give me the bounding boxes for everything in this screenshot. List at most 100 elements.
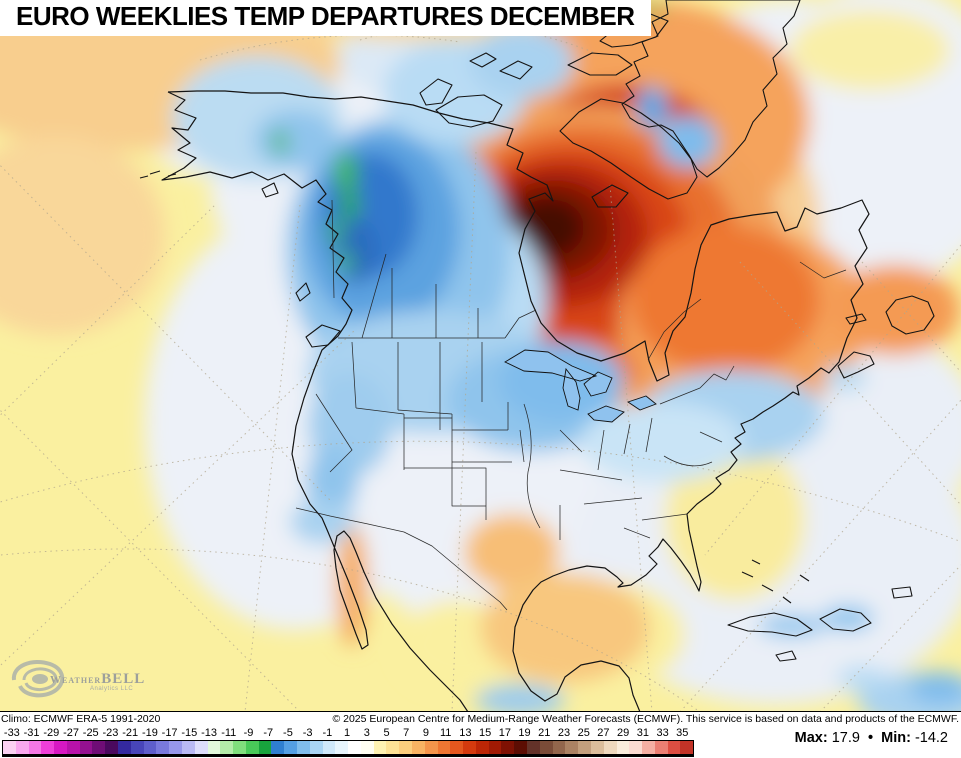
colorbar-cell xyxy=(207,741,221,754)
colorbar-tick-label: -27 xyxy=(63,727,79,739)
colorbar-cell xyxy=(488,741,502,754)
colorbar-tick-label: 31 xyxy=(636,727,649,739)
separator-dot: • xyxy=(868,730,874,746)
colorbar-tick-label: -31 xyxy=(23,727,40,739)
colorbar-cell xyxy=(181,741,195,754)
colorbar-tick-label: -25 xyxy=(82,727,99,739)
colorbar-cell xyxy=(501,741,515,754)
colorbar-cell xyxy=(271,741,285,754)
logo-bell-text: BELL xyxy=(101,671,146,687)
climo-text: Climo: ECMWF ERA-5 1991-2020 xyxy=(1,713,161,725)
colorbar xyxy=(2,740,694,757)
colorbar-tick-label: 13 xyxy=(459,727,472,739)
colorbar-cell xyxy=(284,741,297,754)
colorbar-cell xyxy=(79,741,93,754)
colorbar-cell xyxy=(28,741,42,754)
colorbar-cell xyxy=(552,741,566,754)
legend-area: -33 -31 -29 -27 -25 -23 -21 -19 -17 -15 -13 -11 -9 -7… xyxy=(0,726,961,758)
colorbar-cell xyxy=(15,741,29,754)
colorbar-cell xyxy=(603,741,617,754)
colorbar-tick-label: 27 xyxy=(597,727,610,739)
hurricane-swirl-icon xyxy=(11,660,65,698)
north-america-anomaly-map xyxy=(0,0,961,712)
colorbar-tick-label: 11 xyxy=(439,727,452,739)
colorbar-cell xyxy=(233,741,246,754)
colorbar-cell xyxy=(322,741,336,754)
colorbar-cell xyxy=(3,741,16,754)
political-borders xyxy=(295,199,847,611)
colorbar-cell xyxy=(66,741,80,754)
colorbar-cell xyxy=(437,741,451,754)
colorbar-cell xyxy=(539,741,553,754)
map-canvas xyxy=(0,0,961,712)
page-title: EURO WEEKLIES TEMP DEPARTURES DECEMBER xyxy=(16,1,635,31)
colorbar-tick-label: -17 xyxy=(161,727,178,739)
colorbar-cell xyxy=(41,741,55,754)
colorbar-cell xyxy=(629,741,643,754)
colorbar-tick-label: 7 xyxy=(403,727,410,739)
colorbar-cell xyxy=(590,741,604,754)
colorbar-cell xyxy=(296,741,310,754)
colorbar-cell xyxy=(54,741,67,754)
colorbar-tick-label: 17 xyxy=(498,727,511,739)
colorbar-tick-label: -13 xyxy=(201,727,217,739)
colorbar-cell xyxy=(680,741,694,754)
max-value: 17.9 xyxy=(831,730,860,746)
colorbar-cell xyxy=(360,741,374,754)
colorbar-cell xyxy=(616,741,630,754)
weatherbell-logo: WeatherBELL Analytics LLC xyxy=(6,652,144,706)
great-lakes xyxy=(504,349,657,423)
colorbar-cell xyxy=(450,741,464,754)
max-min-readout: Max: 17.9 • Min: -14.2 xyxy=(795,730,948,746)
colorbar-cell xyxy=(514,741,528,754)
logo-weather-text: Weather xyxy=(50,674,102,686)
colorbar-tick-label: 19 xyxy=(518,727,531,739)
colorbar-cell xyxy=(642,741,655,754)
colorbar-tick-label: 25 xyxy=(577,727,590,739)
colorbar-cell xyxy=(105,741,119,754)
colorbar-tick-label: 1 xyxy=(344,727,351,739)
colorbar-cell xyxy=(194,741,208,754)
colorbar-cell xyxy=(118,741,131,754)
colorbar-tick-label: 35 xyxy=(676,727,689,739)
min-label: Min: xyxy=(881,730,911,746)
colorbar-tick-label: -11 xyxy=(221,727,237,739)
colorbar-tick-label: -9 xyxy=(243,727,254,739)
colorbar-cell xyxy=(412,741,425,754)
colorbar-cell xyxy=(565,741,579,754)
map-bottom-rule xyxy=(0,711,961,712)
colorbar-tick-label: 33 xyxy=(656,727,669,739)
colorbar-tick-label: 3 xyxy=(363,727,370,739)
colorbar-cell xyxy=(527,741,540,754)
max-label: Max: xyxy=(794,730,828,746)
colorbar-tick-label: -19 xyxy=(141,727,158,739)
colorbar-cell xyxy=(169,741,182,754)
colorbar-cell xyxy=(335,741,349,754)
colorbar-tick-label: -23 xyxy=(102,727,119,739)
colorbar-cell xyxy=(463,741,476,754)
colorbar-cell xyxy=(386,741,400,754)
footer-strip: Climo: ECMWF ERA-5 1991-2020 © 2025 Euro… xyxy=(0,712,961,726)
colorbar-cell xyxy=(92,741,106,754)
colorbar-tick-label: -29 xyxy=(43,727,60,739)
colorbar-tick-labels: -33 -31 -29 -27 -25 -23 -21 -19 -17 -15 -13 -11 -9 -7… xyxy=(2,726,692,740)
colorbar-cell xyxy=(373,741,387,754)
min-value: -14.2 xyxy=(914,730,948,746)
colorbar-cell xyxy=(348,741,361,754)
colorbar-tick-label: 23 xyxy=(557,727,571,739)
colorbar-cell xyxy=(399,741,412,754)
colorbar-cell xyxy=(220,741,234,754)
colorbar-cell xyxy=(667,741,681,754)
colorbar-tick-label: -21 xyxy=(122,727,139,739)
colorbar-cell xyxy=(130,741,144,754)
colorbar-tick-label: 29 xyxy=(617,727,630,739)
colorbar-tick-label: -1 xyxy=(322,727,333,739)
colorbar-cell xyxy=(424,741,438,754)
colorbar-tick-label: -7 xyxy=(263,727,274,739)
colorbar-tick-label: -3 xyxy=(302,727,313,739)
colorbar-tick-label: 9 xyxy=(422,727,430,739)
logo-subtitle: Analytics LLC xyxy=(90,686,134,692)
colorbar-cell xyxy=(156,741,170,754)
colorbar-tick-label: 21 xyxy=(538,727,551,739)
